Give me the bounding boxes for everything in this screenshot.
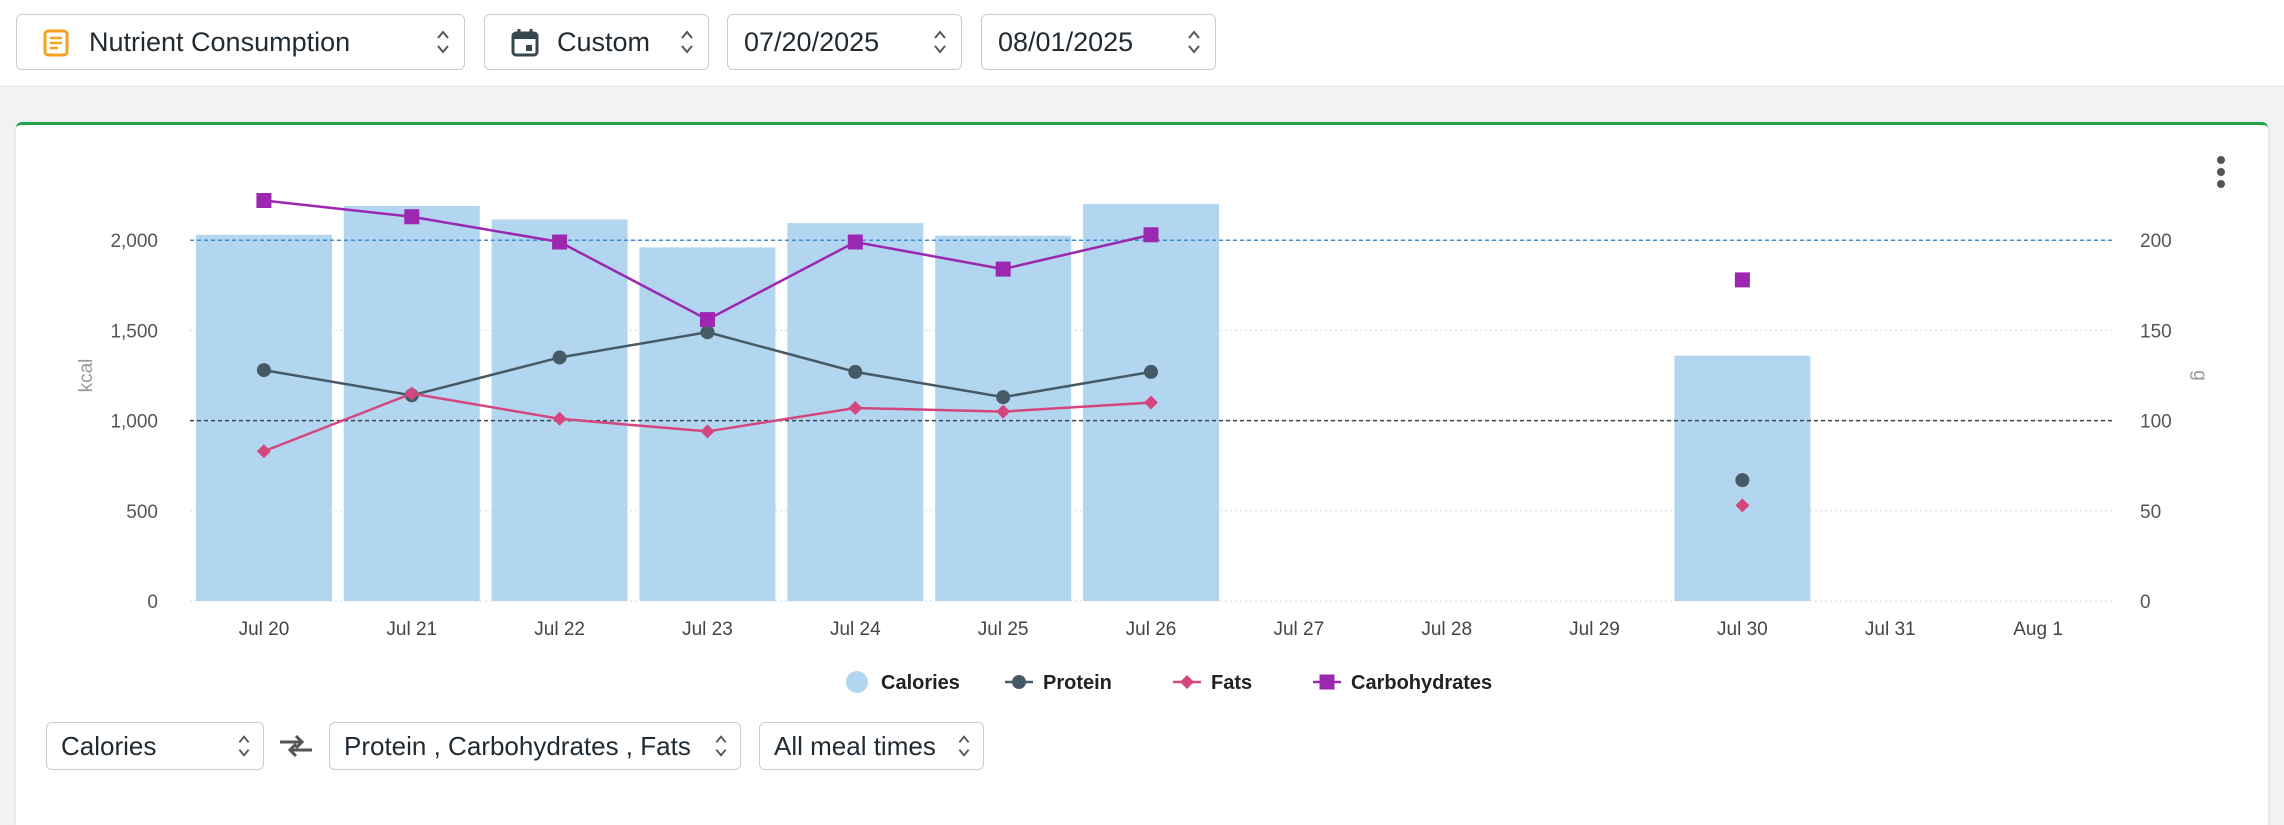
secondary-metrics-select[interactable]: Protein , Carbohydrates , Fats <box>329 722 741 770</box>
end-date-label: 08/01/2025 <box>998 26 1134 57</box>
fats-point <box>700 424 715 439</box>
y2-tick-label: 100 <box>2140 412 2172 433</box>
chevron-updown-icon <box>238 735 250 757</box>
protein-point <box>700 325 715 340</box>
y-tick-label: 1,000 <box>110 412 158 433</box>
protein-point <box>996 390 1011 405</box>
x-tick-label: Jul 25 <box>978 619 1029 640</box>
start-date-select[interactable]: 07/20/2025 <box>727 14 962 70</box>
x-tick-label: Jul 21 <box>386 619 437 640</box>
x-tick-label: Jul 20 <box>239 619 290 640</box>
calories-bar <box>343 205 480 601</box>
x-tick-label: Jul 29 <box>1569 619 1620 640</box>
legend-protein-label: Protein <box>1043 672 1112 694</box>
fats-point <box>1735 498 1750 513</box>
carbohydrates-point <box>256 193 272 209</box>
legend-fats-swatch <box>1180 675 1194 689</box>
meal-times-label: All meal times <box>774 730 936 761</box>
chevron-updown-icon <box>437 30 449 54</box>
report-select-label: Nutrient Consumption <box>89 26 351 57</box>
carbohydrates-point <box>404 209 420 225</box>
chevron-updown-icon <box>715 735 727 757</box>
chevron-updown-icon <box>958 735 970 757</box>
y-axis-title: kcal <box>76 359 97 393</box>
secondary-metrics-label: Protein , Carbohydrates , Fats <box>344 730 691 761</box>
fats-point <box>552 411 567 426</box>
report-select[interactable]: Nutrient Consumption <box>16 14 465 70</box>
legend-calories-swatch <box>846 671 868 693</box>
x-tick-label: Jul 22 <box>534 619 585 640</box>
meal-times-select[interactable]: All meal times <box>759 722 984 770</box>
more-options-icon[interactable] <box>2213 154 2229 194</box>
protein-point <box>552 350 567 365</box>
y-tick-label: 500 <box>126 502 158 523</box>
legend-calories-label: Calories <box>881 672 960 694</box>
toolbar: Nutrient Consumption Custom 07/20/2025 0… <box>0 0 2284 87</box>
legend-carbohydrates-swatch <box>1319 674 1335 690</box>
carbohydrates-point <box>1143 227 1159 243</box>
protein-point <box>1144 364 1158 379</box>
carbohydrates-point <box>847 234 863 250</box>
x-tick-label: Jul 30 <box>1717 619 1768 640</box>
x-tick-label: Jul 24 <box>830 619 881 640</box>
x-tick-label: Aug 1 <box>2013 619 2063 640</box>
fats-point <box>848 400 863 415</box>
x-tick-label: Jul 31 <box>1865 619 1916 640</box>
y2-tick-label: 0 <box>2140 592 2151 613</box>
start-date-label: 07/20/2025 <box>744 26 880 57</box>
y-tick-label: 0 <box>147 592 158 613</box>
carbohydrates-point <box>699 312 715 328</box>
calendar-icon <box>509 27 541 59</box>
end-date-select[interactable]: 08/01/2025 <box>981 14 1216 70</box>
fats-point <box>256 444 271 459</box>
primary-metric-label: Calories <box>61 730 157 761</box>
report-icon <box>41 28 71 58</box>
carbohydrates-point <box>552 234 568 250</box>
primary-metric-select[interactable]: Calories <box>46 722 264 770</box>
x-tick-label: Jul 28 <box>1421 619 1472 640</box>
chevron-updown-icon <box>681 30 693 54</box>
y2-tick-label: 50 <box>2140 502 2161 523</box>
fats-point <box>404 386 419 401</box>
chevron-updown-icon <box>934 30 946 54</box>
nutrient-chart: 0 500 1,000 1,500 2,000 0 50 100 150 200 kcal g Jul … <box>76 193 2210 694</box>
y-tick-label: 2,000 <box>110 231 158 252</box>
protein-point <box>256 363 271 378</box>
y2-axis-title: g <box>2189 370 2210 381</box>
chevron-updown-icon <box>1188 30 1200 54</box>
legend-carbohydrates-label: Carbohydrates <box>1351 672 1492 694</box>
fats-point <box>1144 395 1158 410</box>
y-tick-label: 1,500 <box>110 321 158 342</box>
x-tick-label: Jul 27 <box>1273 619 1324 640</box>
carbohydrates-point <box>995 261 1011 277</box>
x-tick-label: Jul 23 <box>682 619 733 640</box>
carbohydrates-point <box>1734 272 1750 288</box>
swap-icon[interactable] <box>276 730 316 762</box>
legend-fats-label: Fats <box>1211 672 1252 694</box>
y2-tick-label: 200 <box>2140 231 2172 252</box>
y2-tick-label: 150 <box>2140 321 2172 342</box>
x-tick-label: Jul 26 <box>1126 619 1177 640</box>
range-select-label: Custom <box>557 26 651 57</box>
fats-point <box>996 404 1011 419</box>
protein-point <box>1735 473 1750 488</box>
calories-bar <box>195 234 332 601</box>
legend-protein-swatch <box>1012 675 1026 689</box>
range-select[interactable]: Custom <box>484 14 709 70</box>
protein-point <box>848 364 863 379</box>
